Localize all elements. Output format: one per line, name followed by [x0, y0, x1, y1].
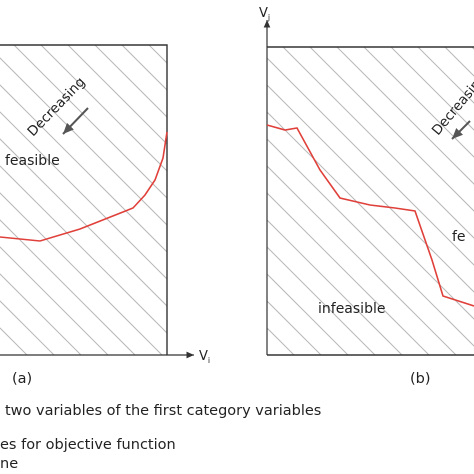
hatch-line: [267, 57, 474, 266]
hatch-line: [121, 45, 167, 91]
hatch-line: [0, 84, 167, 253]
hatch-line: [390, 47, 474, 131]
hatch-line: [267, 192, 430, 355]
hatch-line: [0, 246, 109, 355]
hatch-line: [67, 45, 167, 145]
panel-a: Decreasing feasible Vi (a): [0, 44, 210, 387]
x-axis-subscript: i: [208, 356, 210, 365]
legend-line-3: ne: [0, 456, 18, 472]
hatch-line: [0, 57, 167, 226]
region-label-infeasible: infeasible: [318, 301, 385, 317]
x-axis-label: Vi: [199, 349, 210, 365]
hatch-line: [336, 47, 474, 185]
legend: two variables of the first category vari…: [0, 403, 321, 472]
hatch-line: [40, 45, 167, 172]
hatch-line: [363, 47, 474, 158]
decreasing-direction-arrow-icon: [62, 107, 89, 135]
caption-b: (b): [410, 371, 431, 387]
hatch-line: [13, 45, 167, 199]
hatch-line: [267, 165, 457, 355]
hatch-line: [267, 354, 268, 355]
hatch-line: [282, 47, 474, 239]
panel-a-frame: [0, 44, 168, 355]
hatch-line: [267, 138, 474, 347]
hatch-line: [309, 47, 474, 212]
hatch-line: [0, 111, 167, 280]
hatch-line: [0, 327, 28, 355]
hatch-line: [267, 219, 403, 355]
hatch-line: [267, 246, 376, 355]
constraint-curve-a: [0, 131, 168, 242]
y-axis-label: Vj: [259, 6, 270, 22]
hatch-line: [267, 273, 349, 355]
hatch-line: [0, 138, 167, 307]
hatch-line: [267, 300, 322, 355]
panel-b: Decreasing infeasible fe Vj (b): [259, 6, 474, 387]
hatch-pattern: [0, 45, 167, 355]
arrow-label-a: Decreasing: [24, 74, 88, 140]
hatch-line: [94, 45, 167, 118]
caption-a: (a): [12, 371, 32, 387]
hatch-line: [417, 47, 474, 104]
hatch-line: [267, 327, 295, 355]
constraint-curve-b: [266, 124, 474, 307]
y-axis-subscript: j: [267, 13, 270, 22]
decreasing-direction-arrow-icon: [451, 120, 471, 140]
hatch-line: [0, 300, 55, 355]
y-axis-letter: V: [259, 6, 268, 21]
x-axis-letter: V: [199, 349, 208, 364]
hatch-line: [267, 84, 474, 293]
hatch-line: [0, 273, 82, 355]
hatch-line: [148, 45, 167, 64]
hatch-pattern: [267, 47, 474, 355]
legend-line-1: two variables of the first category vari…: [5, 403, 321, 419]
hatch-line: [0, 165, 167, 334]
hatch-line: [0, 219, 136, 355]
region-label-feasible-cut: fe: [452, 229, 466, 245]
legend-line-2: es for objective function: [0, 437, 176, 453]
hatch-line: [0, 192, 163, 355]
region-label-feasible: feasible: [5, 153, 60, 169]
